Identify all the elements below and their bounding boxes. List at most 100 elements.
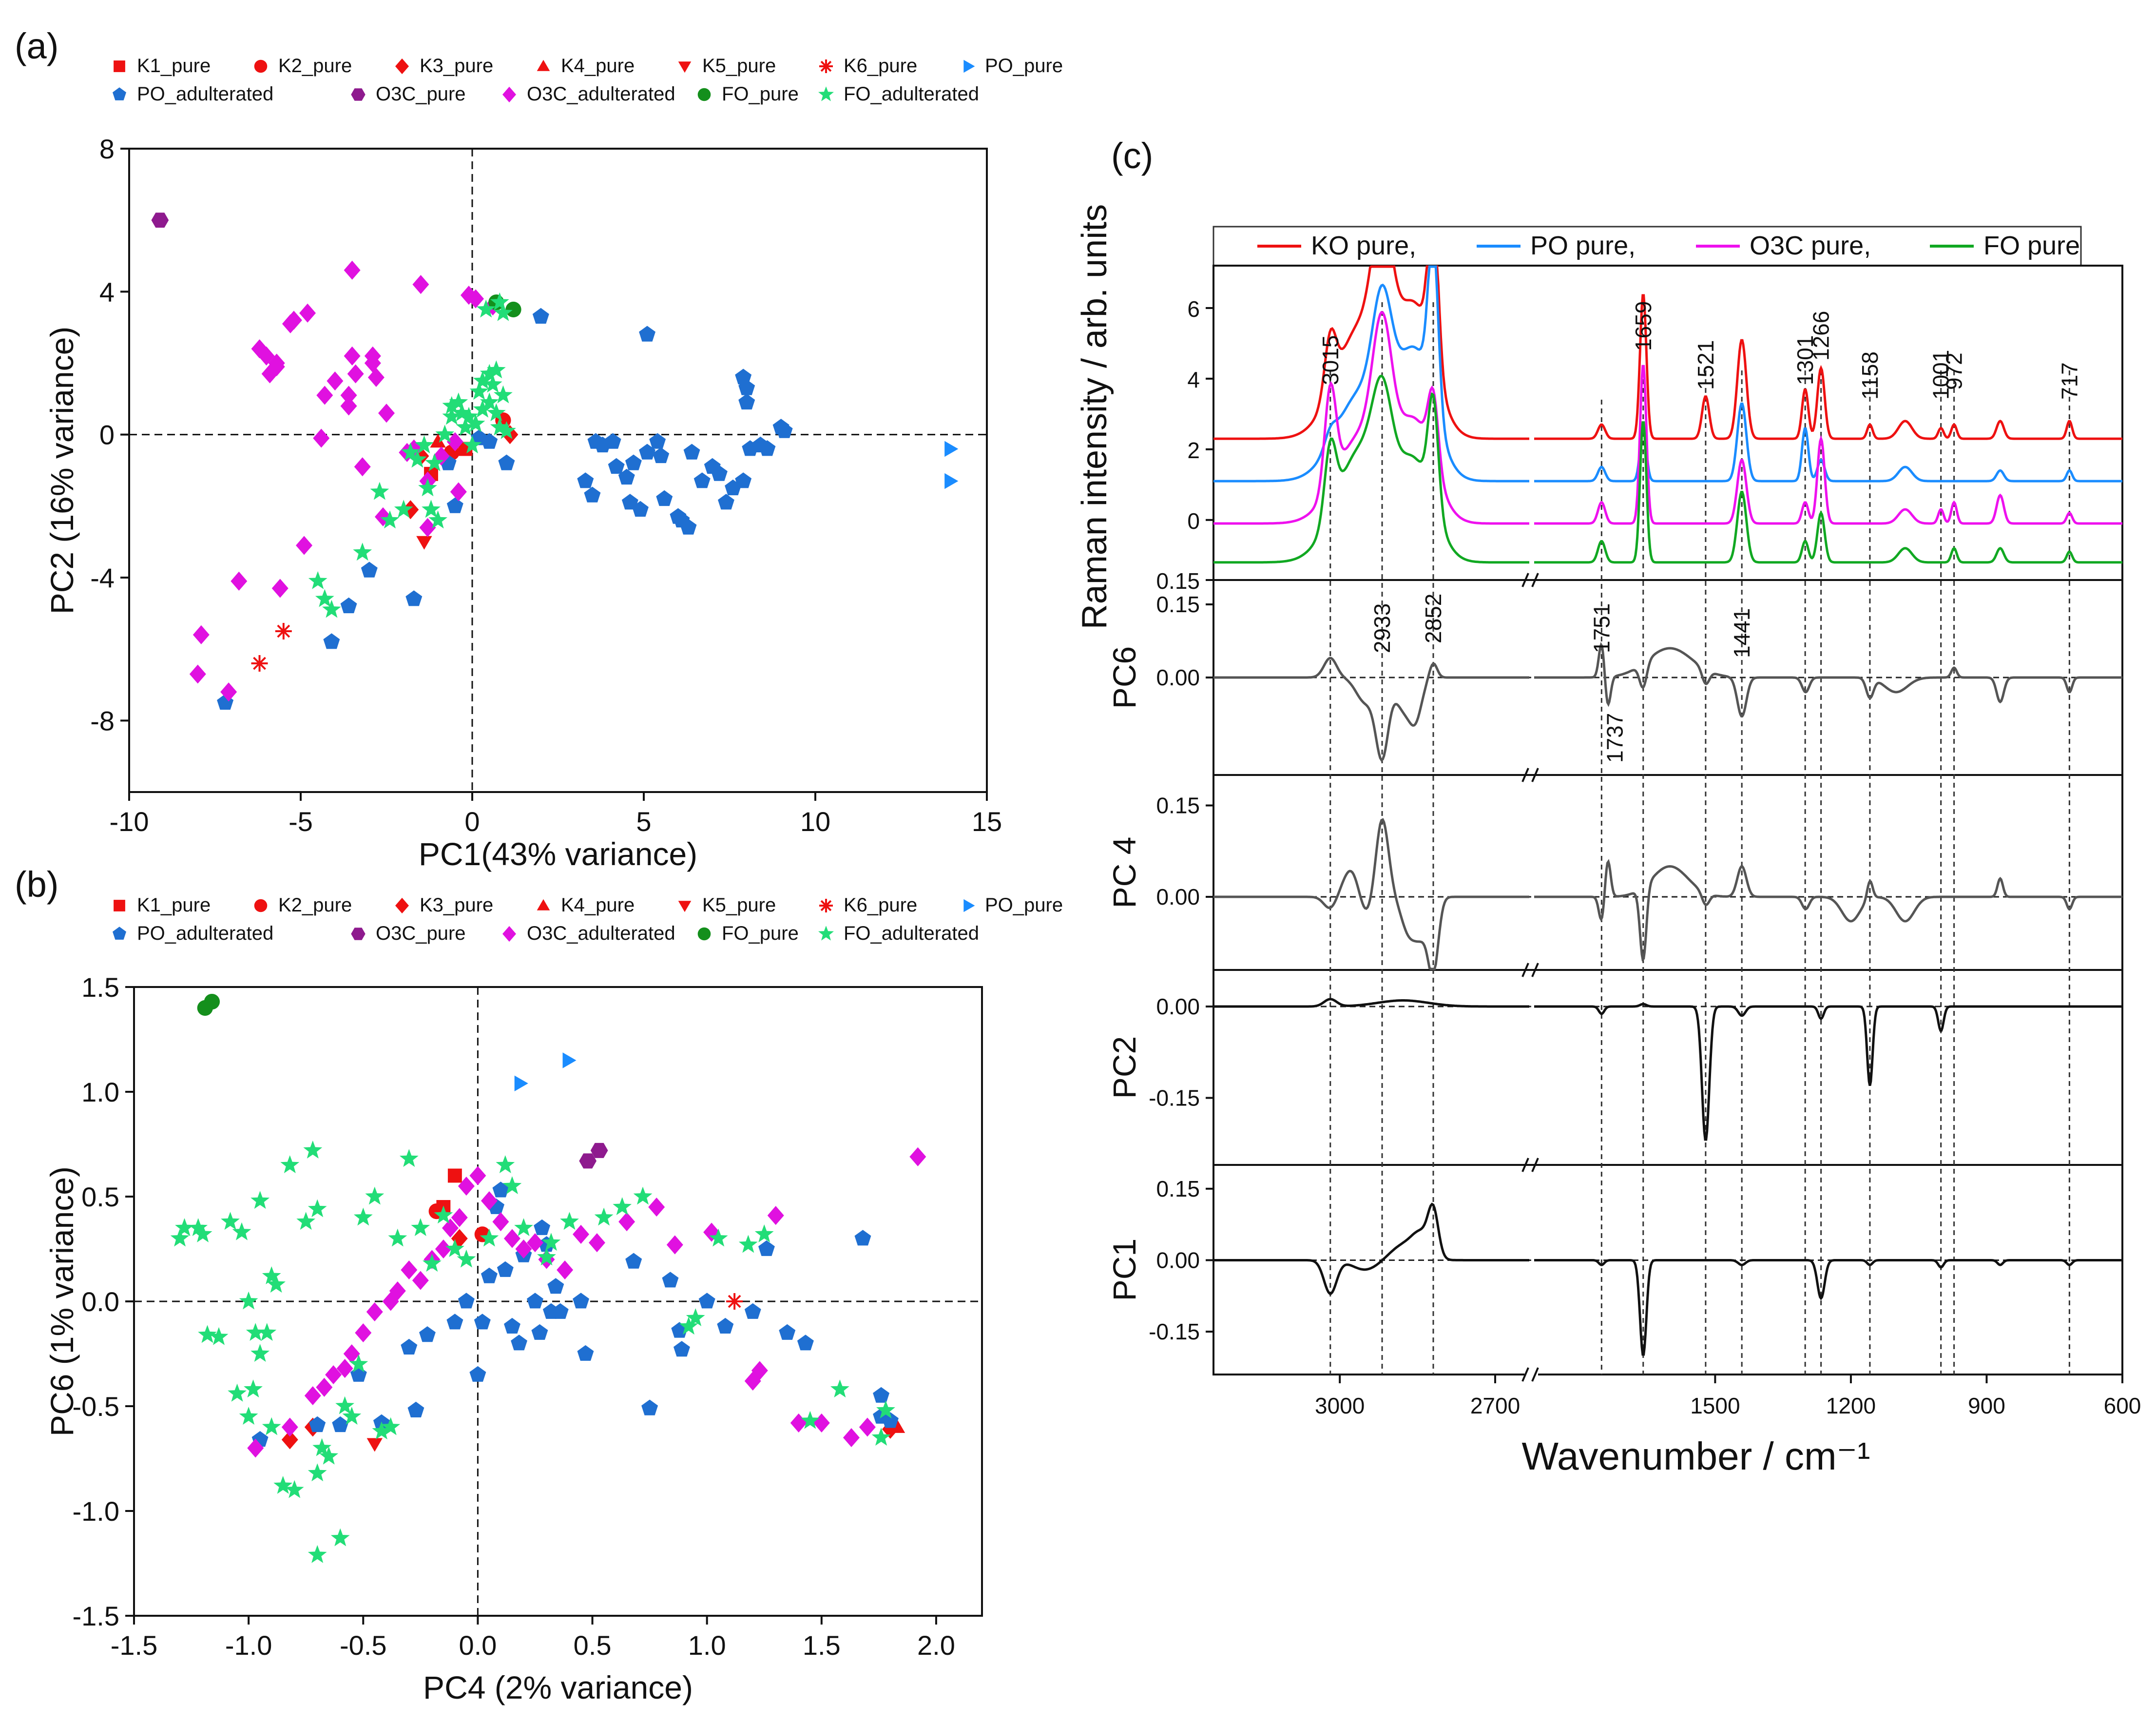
point-o3c_adulterated-27 xyxy=(588,1233,605,1253)
point-fo_adulterated-24 xyxy=(473,399,492,418)
point-po_adulterated-20 xyxy=(531,1324,548,1340)
legend-label-c-2: O3C pure, xyxy=(1750,231,1871,260)
panel-a: K1_pure K2_pure K3_pure K4_pure K5_pure K6_pu… xyxy=(44,55,1063,872)
point-fo_adulterated-37 xyxy=(388,1228,407,1247)
legend-marker-k5_pure xyxy=(678,901,692,912)
point-o3c_adulterated-37 xyxy=(843,1428,860,1448)
x-tick-label: 0 xyxy=(464,806,480,837)
point-fo_adulterated-12 xyxy=(246,1323,265,1341)
point-o3c_adulterated-14 xyxy=(435,1239,452,1259)
y-tick-label: 0.5 xyxy=(81,1181,119,1212)
point-po_adulterated-32 xyxy=(711,465,728,481)
x-tick-label-c: 2700 xyxy=(1470,1393,1520,1418)
x-tick-label: -1.5 xyxy=(111,1630,158,1661)
point-fo_adulterated-36 xyxy=(486,403,506,422)
point-fo_adulterated-31 xyxy=(342,1407,362,1425)
point-po_adulterated-1 xyxy=(323,633,340,649)
loading-pc6-seg1 xyxy=(1534,642,2122,717)
point-po_adulterated-28 xyxy=(625,1253,642,1269)
point-po_adulterated-25 xyxy=(552,1303,569,1319)
point-fo_adulterated-60 xyxy=(830,1379,849,1398)
point-fo_adulterated-20 xyxy=(280,1155,300,1173)
point-fo_adulterated-54 xyxy=(679,1316,698,1335)
point-fo_adulterated-3 xyxy=(353,542,372,561)
point-o3c_adulterated-17 xyxy=(458,1176,475,1196)
point-fo_adulterated-29 xyxy=(486,360,506,379)
point-fo_adulterated-10 xyxy=(418,478,437,497)
point-o3c_adulterated-0 xyxy=(247,1438,264,1458)
peak-label-1266: 1266 xyxy=(1809,311,1834,361)
y-tick-label: 4 xyxy=(99,276,115,307)
y-tick-label-PC1: -0.15 xyxy=(1149,1319,1200,1344)
legend-marker-fo_adulterated xyxy=(818,926,834,941)
point-o3c_adulterated-39 xyxy=(909,1147,926,1166)
point-po_adulterated-25 xyxy=(656,490,673,506)
point-fo_adulterated-20 xyxy=(459,407,479,425)
point-fo_adulterated-28 xyxy=(483,374,502,393)
x-axis-label-b: PC4 (2% variance) xyxy=(423,1669,693,1705)
point-fo_adulterated-4 xyxy=(370,482,389,500)
point-fo_adulterated-55 xyxy=(686,1308,705,1326)
y-tick-label: -8 xyxy=(90,705,115,736)
x-tick-label-c: 1500 xyxy=(1690,1393,1740,1418)
point-fo_adulterated-22 xyxy=(466,414,485,432)
point-o3c_adulterated-0 xyxy=(189,664,206,684)
point-fo_adulterated-28 xyxy=(330,1528,350,1547)
spectrum-fo-pure-seg1 xyxy=(1534,421,2122,564)
point-o3c_adulterated-10 xyxy=(389,1281,406,1301)
legend-label-k6_pure: K6_pure xyxy=(844,55,917,77)
point-fo_adulterated-58 xyxy=(754,1224,774,1242)
legend-label-po_adulterated: PO_adulterated xyxy=(137,923,273,944)
point-fo_adulterated-61 xyxy=(871,1428,891,1446)
point-o3c_adulterated-17 xyxy=(340,386,357,405)
y-tick-label: 0.0 xyxy=(81,1286,119,1317)
peak-label-717: 717 xyxy=(2057,362,2082,400)
point-fo_adulterated-18 xyxy=(262,1417,281,1435)
x-tick-label: 0.5 xyxy=(574,1630,612,1661)
point-fo_adulterated-24 xyxy=(308,1199,327,1218)
point-po_adulterated-16 xyxy=(604,433,621,449)
point-fo_adulterated-6 xyxy=(394,500,413,518)
point-o3c_adulterated-8 xyxy=(366,1302,383,1322)
point-fo_adulterated-42 xyxy=(445,1239,464,1257)
legend-marker-o3c_pure xyxy=(351,928,366,940)
point-po_adulterated-41 xyxy=(759,440,776,456)
point-o3c_adulterated-30 xyxy=(666,1235,683,1255)
y-tick-label-spectra: 6 xyxy=(1187,296,1200,322)
point-o3c_adulterated-20 xyxy=(492,1212,509,1232)
point-o3c_adulterated-11 xyxy=(401,1260,418,1280)
point-po_adulterated-37 xyxy=(738,379,755,395)
point-o3c_adulterated-18 xyxy=(340,396,357,416)
point-k6_pure-0 xyxy=(726,1293,743,1310)
legend-marker-k6_pure-stroke xyxy=(820,900,832,911)
point-k6_pure-1 xyxy=(251,655,268,672)
loading-pc2-seg1 xyxy=(1534,1003,2122,1141)
point-po_adulterated-30 xyxy=(662,1272,679,1288)
legend-label-po_adulterated: PO_adulterated xyxy=(137,83,273,105)
legend-marker-o3c_adulterated xyxy=(502,86,516,103)
point-o3c_adulterated-12 xyxy=(299,303,316,323)
legend-label-k2_pure: K2_pure xyxy=(278,894,352,916)
point-o3c_adulterated-30 xyxy=(412,275,429,294)
point-po_adulterated-17 xyxy=(608,458,625,474)
plot-area-a xyxy=(129,149,987,792)
point-po_adulterated-15 xyxy=(497,1261,514,1277)
point-o3c_adulterated-35 xyxy=(790,1413,807,1433)
point-po_adulterated-8 xyxy=(446,497,463,513)
point-po_adulterated-12 xyxy=(577,472,594,488)
y-axis-label-pc4: PC 4 xyxy=(1106,837,1142,909)
x-tick-label: 1.5 xyxy=(803,1630,841,1661)
point-fo_adulterated-25 xyxy=(473,371,492,389)
point-fo_adulterated-9 xyxy=(415,435,434,454)
legend-label-k4_pure: K4_pure xyxy=(561,894,635,916)
panel-label-c: (c) xyxy=(1111,136,1153,176)
legend-marker-k2_pure xyxy=(254,59,268,73)
point-o3c_adulterated-26 xyxy=(573,1224,590,1244)
point-fo_adulterated-26 xyxy=(312,1438,331,1456)
legend-label-k5_pure: K5_pure xyxy=(702,55,776,77)
legend-marker-k4_pure xyxy=(537,59,550,71)
x-tick-label: 15 xyxy=(972,806,1002,837)
point-fo_adulterated-6 xyxy=(221,1212,240,1230)
point-fo_adulterated-44 xyxy=(480,1228,499,1247)
point-po_adulterated-4 xyxy=(405,590,423,606)
